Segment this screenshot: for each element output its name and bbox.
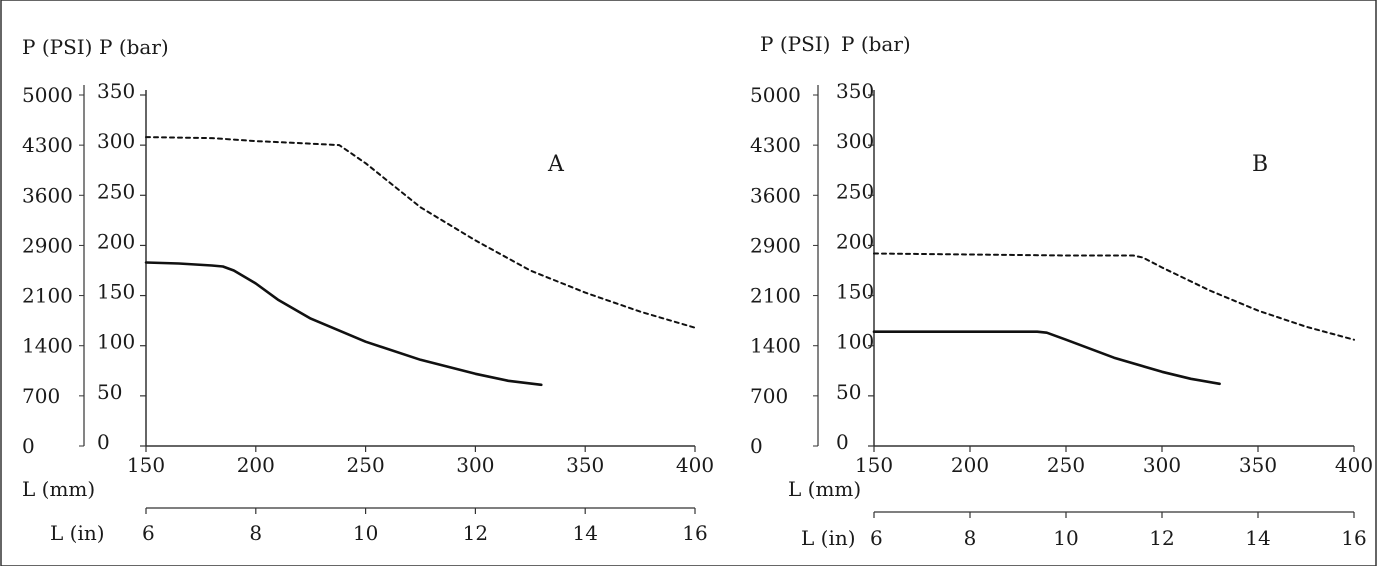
series-group [144,136,696,387]
bar-tick-label: 250 [836,179,874,203]
solid-series-line [872,330,1221,386]
mm-tick-label: 400 [1335,453,1373,477]
bar-axis-title: P (bar) [841,32,911,56]
bar-tick-labels: 350 300 250 200 150 100 50 0 [97,79,135,454]
mm-tick-label: 200 [237,453,275,477]
bar-tick-label: 350 [97,79,135,103]
in-tick-label: 16 [1341,526,1366,550]
mm-tick-label: 250 [1047,453,1085,477]
plot-axes [140,90,696,452]
bar-tick-label: 350 [836,79,874,103]
psi-tick-labels: 5000 4300 3600 2900 2100 1400 700 0 [750,83,801,458]
in-axis [145,507,696,514]
mm-tick-label: 300 [1143,453,1181,477]
mm-tick-label: 150 [127,453,165,477]
bar-tick-label: 100 [97,330,135,354]
psi-tick-label: 2900 [750,233,801,257]
in-tick-label: 14 [1245,526,1270,550]
psi-axis-title: P (PSI) [22,35,92,59]
psi-tick-label: 1400 [22,334,73,358]
solid-series-line [144,261,543,387]
bar-axis-title: P (bar) [99,35,169,59]
bar-tick-labels: 350 300 250 200 150 100 50 0 [836,79,874,454]
psi-tick-label: 2100 [22,284,73,308]
in-tick-label: 10 [353,521,378,545]
in-tick-labels: 6 8 10 12 14 16 [870,526,1367,550]
mm-tick-label: 250 [347,453,385,477]
psi-tick-label: 0 [22,434,35,458]
in-tick-label: 12 [463,521,488,545]
psi-tick-label: 700 [750,384,788,408]
mm-tick-label: 350 [1239,453,1277,477]
bar-tick-label: 300 [836,129,874,153]
in-axis [873,511,1355,518]
bar-tick-label: 100 [836,330,874,354]
psi-tick-label: 3600 [22,183,73,207]
psi-tick-label: 5000 [22,83,73,107]
series-group [872,252,1355,386]
psi-tick-label: 4300 [22,133,73,157]
mm-tick-label: 300 [456,453,494,477]
bar-tick-label: 200 [97,229,135,253]
chart-panel-a: P (PSI) P (bar) 500043003600290021001400… [22,35,714,545]
psi-axis [79,85,85,447]
bar-tick-label: 150 [97,280,135,304]
psi-tick-label: 4300 [750,133,801,157]
mm-tick-label: 350 [566,453,604,477]
bar-tick-label: 300 [97,129,135,153]
in-axis-title: L (in) [50,521,105,545]
psi-tick-label: 2900 [22,233,73,257]
panel-label: B [1252,152,1268,177]
mm-tick-labels: 150 200 250 300 350 400 [855,453,1373,477]
bar-tick-label: 0 [97,430,110,454]
in-tick-label: 16 [682,521,707,545]
plot-axes [868,90,1355,452]
bar-tick-label: 250 [97,179,135,203]
mm-tick-labels: 150 200 250 300 350 400 [127,453,714,477]
in-tick-label: 6 [870,526,883,550]
in-axis-title: L (in) [801,526,856,550]
mm-axis-title: L (mm) [788,477,861,501]
bar-tick-label: 150 [836,280,874,304]
psi-tick-label: 0 [750,434,763,458]
in-tick-labels: 6 8 10 12 14 16 [142,521,708,545]
mm-tick-label: 400 [676,453,714,477]
in-tick-label: 14 [572,521,597,545]
psi-tick-label: 2100 [750,284,801,308]
mm-axis-title: L (mm) [22,477,95,501]
psi-tick-label: 700 [22,384,60,408]
psi-axis [813,85,819,447]
in-tick-label: 10 [1053,526,1078,550]
psi-tick-label: 5000 [750,83,801,107]
in-tick-label: 8 [249,521,262,545]
psi-tick-labels: 5000 4300 3600 2900 2100 1400 700 0 [22,83,73,458]
chart-panel-b: P (PSI) P (bar) 500043003600290021001400… [750,32,1373,550]
panel-label: A [547,152,565,177]
mm-tick-label: 200 [951,453,989,477]
bar-tick-label: 50 [836,380,861,404]
bar-tick-label: 50 [97,380,122,404]
psi-tick-label: 3600 [750,183,801,207]
psi-axis-title: P (PSI) [760,32,830,56]
mm-tick-label: 150 [855,453,893,477]
dashed-series-line [145,136,696,329]
in-tick-label: 8 [964,526,977,550]
in-tick-label: 12 [1149,526,1174,550]
psi-tick-label: 1400 [750,334,801,358]
in-tick-label: 6 [142,521,155,545]
bar-tick-label: 0 [836,430,849,454]
bar-tick-label: 200 [836,229,874,253]
dashed-series-line [873,252,1355,341]
